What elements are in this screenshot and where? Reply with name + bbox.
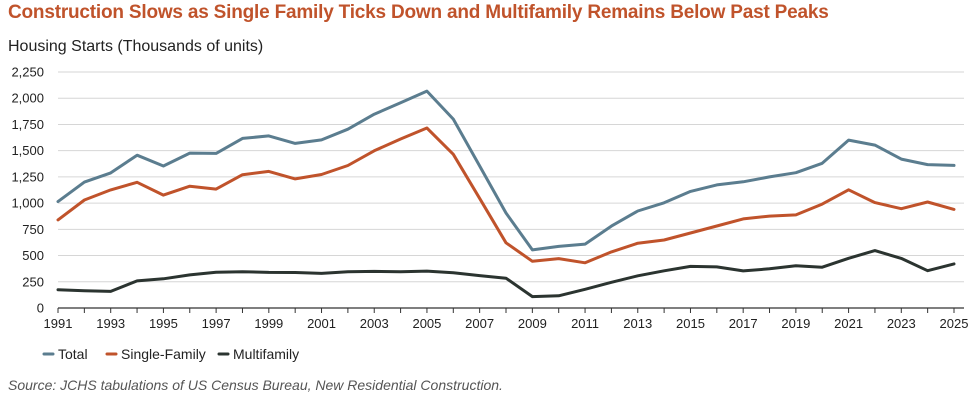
x-tick-label: 2005 xyxy=(412,316,441,331)
legend-label-total: Total xyxy=(58,346,88,362)
x-tick-label: 2021 xyxy=(834,316,863,331)
legend-label-multifamily: Multifamily xyxy=(233,346,299,362)
source-note: Source: JCHS tabulations of US Census Bu… xyxy=(8,377,503,393)
y-tick-label: 750 xyxy=(22,222,44,237)
legend: Total Single-Family Multifamily xyxy=(42,346,299,362)
y-tick-label: 1,750 xyxy=(11,117,44,132)
series-lines xyxy=(56,89,956,299)
x-tick-label: 2001 xyxy=(307,316,336,331)
x-tick-label: 1999 xyxy=(254,316,283,331)
y-tick-label: 2,000 xyxy=(11,91,44,106)
x-tick-label: 1995 xyxy=(149,316,178,331)
x-tick-label: 1991 xyxy=(44,316,73,331)
legend-label-single-family: Single-Family xyxy=(121,346,206,362)
x-axis-ticks: 1991 1993 1995 1997 1999 2001 2003 2005 2007 2009… xyxy=(44,308,969,331)
y-axis-ticks: 0 250 500 750 1,000 1,250 1,500 1,750 2,000 2,250 xyxy=(11,65,44,316)
x-tick-label: 2025 xyxy=(940,316,969,331)
x-tick-label: 2007 xyxy=(465,316,494,331)
x-tick-label: 2011 xyxy=(571,316,599,331)
x-tick-label: 2009 xyxy=(518,316,547,331)
x-tick-label: 2023 xyxy=(887,316,916,331)
y-axis-title: Housing Starts (Thousands of units) xyxy=(8,38,263,55)
gridlines xyxy=(58,71,964,283)
x-tick-label: 2013 xyxy=(623,316,652,331)
x-tick-label: 2019 xyxy=(781,316,810,331)
y-tick-label: 250 xyxy=(22,274,44,289)
series-line-single-family xyxy=(56,126,956,265)
y-tick-label: 0 xyxy=(37,301,44,316)
x-tick-label: 2017 xyxy=(729,316,758,331)
x-tick-label: 2003 xyxy=(360,316,389,331)
y-tick-label: 1,000 xyxy=(11,196,44,211)
y-tick-label: 2,250 xyxy=(11,65,44,80)
series-line-multifamily xyxy=(56,249,956,299)
chart-svg: Housing Starts (Thousands of units) 0 250… xyxy=(8,38,969,362)
x-tick-label: 2015 xyxy=(676,316,705,331)
y-tick-label: 1,250 xyxy=(11,169,44,184)
y-tick-label: 1,500 xyxy=(11,143,44,158)
chart-title: Construction Slows as Single Family Tick… xyxy=(8,2,829,23)
series-line-total xyxy=(56,89,956,252)
y-tick-label: 500 xyxy=(22,248,44,263)
x-tick-label: 1997 xyxy=(202,316,231,331)
x-tick-label: 1993 xyxy=(96,316,125,331)
